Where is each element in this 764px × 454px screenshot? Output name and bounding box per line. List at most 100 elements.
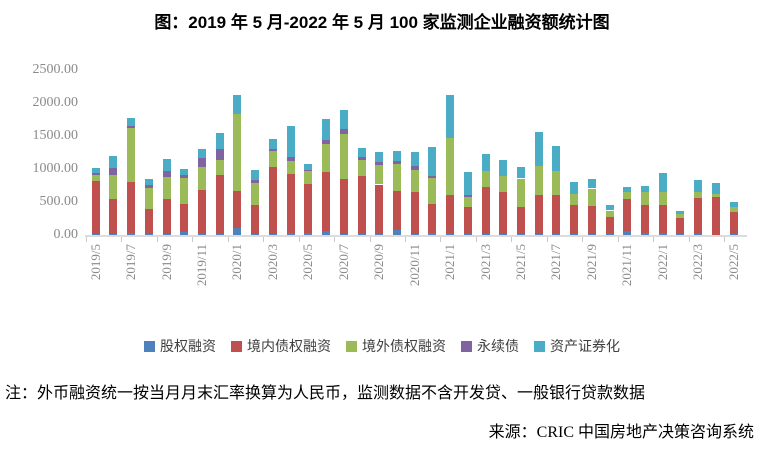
- bar-segment-2022/1: [658, 204, 667, 234]
- x-axis-tick: [369, 237, 371, 242]
- bar-segment-2020/3: [268, 139, 277, 149]
- bar-segment-2019/9: [162, 177, 171, 199]
- legend-label: 资产证券化: [550, 340, 620, 355]
- x-axis-tick: [440, 237, 442, 242]
- bar-segment-2019/10: [180, 168, 189, 176]
- bar-segment-2022/2: [676, 234, 685, 235]
- bar-segment-2019/8: [144, 179, 153, 186]
- bar-segment-2021/5: [516, 234, 525, 235]
- bar-segment-2020/4: [286, 125, 295, 158]
- bar-segment-2020/11: [410, 152, 419, 167]
- x-axis-tick: [156, 237, 158, 242]
- x-axis-tick: [192, 237, 194, 242]
- bar-segment-2019/7: [127, 128, 136, 182]
- bar-segment-2022/2: [676, 217, 685, 235]
- chart-title: 图：2019 年 5 月-2022 年 5 月 100 家监测企业融资额统计图: [154, 13, 610, 32]
- legend-label: 股权融资: [160, 340, 216, 355]
- bar-segment-2021/12: [641, 205, 649, 234]
- bar-segment-2021/9: [587, 206, 596, 235]
- y-axis-tick-label: 2000.00: [32, 95, 79, 110]
- bar-segment-2021/9: [587, 234, 596, 235]
- bar-segment-2021/6: [534, 131, 543, 167]
- x-axis-tick-label: 2021/3: [477, 244, 493, 281]
- bar-segment-2020/1: [233, 95, 242, 115]
- bar-segment-2020/12: [428, 175, 437, 178]
- bar-segment-2019/12: [215, 149, 224, 161]
- legend-item: 资产证券化: [534, 336, 620, 356]
- bar-segment-2020/3: [268, 150, 277, 168]
- bar-segment-2020/5: [304, 170, 313, 172]
- bar-segment-2020/4: [286, 173, 295, 234]
- bar-segment-2020/11: [410, 170, 419, 192]
- bar-segment-2020/9: [375, 234, 384, 235]
- bar-segment-2019/9: [162, 234, 171, 235]
- bar-segment-2019/6: [109, 198, 118, 235]
- x-axis-tick-label: 2020/7: [335, 244, 351, 281]
- x-axis-tick: [688, 237, 690, 242]
- bar-segment-2020/9: [375, 151, 384, 163]
- bar-segment-2020/5: [304, 171, 313, 184]
- bar-segment-2020/6: [322, 172, 330, 231]
- bar-segment-2019/9: [162, 158, 171, 171]
- bar-segment-2019/11: [198, 167, 206, 191]
- legend-swatch: [461, 340, 472, 352]
- legend-item: 境外债权融资: [346, 336, 446, 356]
- x-axis-tick-label: 2020/3: [264, 244, 280, 281]
- bar-segment-2021/2: [463, 207, 472, 235]
- bar-segment-2021/11: [623, 192, 632, 200]
- bar-segment-2020/4: [286, 157, 295, 162]
- bar-segment-2020/2: [251, 179, 260, 184]
- bar-segment-2020/4: [286, 161, 295, 174]
- bar-segment-2021/8: [570, 182, 579, 195]
- bar-segment-2020/8: [357, 148, 366, 158]
- x-axis-tick: [546, 237, 548, 242]
- bar-segment-2020/5: [304, 183, 313, 234]
- bar-segment-2021/2: [463, 172, 472, 195]
- x-axis-tick-label: 2020/11: [406, 244, 422, 287]
- bar-segment-2020/6: [322, 231, 330, 235]
- bar-segment-2019/5: [91, 175, 100, 181]
- y-axis-tick-label: 1500.00: [32, 128, 79, 143]
- legend-label: 境外债权融资: [362, 340, 446, 355]
- bar-segment-2020/7: [339, 234, 348, 235]
- bar-segment-2020/1: [233, 114, 242, 192]
- bar-segment-2021/4: [499, 234, 508, 235]
- x-axis-tick: [405, 237, 406, 242]
- bar-segment-2019/6: [109, 174, 118, 199]
- bar-segment-2020/2: [251, 205, 260, 235]
- x-axis-tick: [121, 237, 123, 242]
- y-axis-tick-label: 0.00: [53, 227, 79, 242]
- x-axis-tick: [298, 237, 300, 242]
- bar-segment-2021/4: [499, 175, 508, 193]
- bar-segment-2021/7: [552, 194, 561, 235]
- bar-segment-2019/11: [198, 158, 206, 168]
- x-axis-tick: [227, 237, 229, 242]
- bar-segment-2020/3: [268, 148, 277, 151]
- bar-segment-2020/7: [339, 178, 348, 235]
- bar-segment-2022/3: [694, 197, 703, 235]
- bar-segment-2021/2: [463, 234, 472, 235]
- bar-segment-2022/4: [711, 182, 720, 195]
- bar-segment-2021/1: [446, 194, 455, 235]
- bar-segment-2022/5: [729, 234, 738, 235]
- bar-segment-2020/5: [304, 233, 313, 235]
- bar-segment-2021/11: [623, 199, 632, 232]
- bar-segment-2022/3: [694, 179, 703, 192]
- bar-segment-2019/7: [127, 181, 136, 233]
- bar-segment-2021/10: [605, 210, 614, 218]
- bar-segment-2021/4: [499, 159, 508, 176]
- bar-segment-2021/10: [605, 204, 614, 211]
- bar-segment-2019/10: [180, 231, 189, 235]
- bar-segment-2020/11: [410, 191, 419, 235]
- bar-segment-2019/5: [91, 173, 100, 176]
- bar-segment-2020/10: [392, 161, 401, 164]
- bar-segment-2020/2: [251, 183, 260, 206]
- bar-segment-2021/3: [481, 187, 490, 235]
- bar-segment-2020/7: [339, 133, 348, 179]
- bar-segment-2020/8: [357, 160, 366, 177]
- bar-segment-2019/11: [198, 148, 206, 159]
- bar-segment-2021/9: [587, 178, 596, 189]
- bar-segment-2022/2: [676, 213, 685, 218]
- bar-segment-2019/5: [91, 234, 100, 235]
- x-axis-line: [85, 235, 747, 237]
